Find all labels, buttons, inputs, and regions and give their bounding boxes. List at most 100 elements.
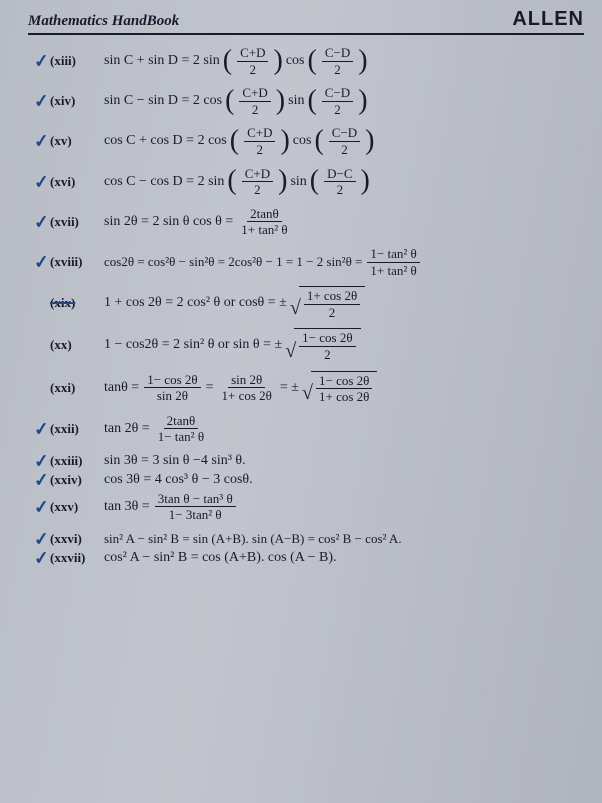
denominator: 2	[331, 102, 344, 118]
numerator: C−D	[322, 45, 353, 62]
formula-xxii: ✓(xxii) tan 2θ = 2tanθ1− tan² θ	[50, 413, 584, 445]
header: Mathematics HandBook ALLEN	[28, 8, 584, 35]
numerator: 1− tan² θ	[367, 246, 419, 263]
roman-text: (xv)	[50, 133, 72, 148]
expression: tan 2θ = 2tanθ1− tan² θ	[104, 413, 209, 445]
roman-text: (xxii)	[50, 421, 79, 436]
roman-text: (xiv)	[50, 93, 75, 108]
sqrt-body: 1− cos 2θ2	[294, 328, 360, 362]
paren-icon: (	[227, 170, 236, 192]
fraction: C−D2	[329, 125, 360, 157]
roman-text: (xxi)	[50, 380, 75, 395]
roman-numeral: ✓(xiii)	[50, 53, 104, 69]
paren-icon: (	[314, 130, 323, 152]
numerator: 1− cos 2θ	[316, 373, 372, 390]
mid-text: sin	[290, 174, 306, 190]
lhs: tanθ =	[104, 380, 139, 396]
formula-xxvi: ✓(xxvi) sin² A − sin² B = sin (A+B). sin…	[50, 531, 584, 547]
formula-xxvii: ✓(xxvii) cos² A − sin² B = cos (A+B). co…	[50, 550, 584, 566]
roman-text: (xxiv)	[50, 472, 82, 487]
roman-numeral: ✓(xxiv)	[50, 472, 104, 488]
expression: sin 2θ = 2 sin θ cos θ = 2tanθ1+ tan² θ	[104, 206, 293, 238]
lhs: 1 − cos2θ = 2 sin² θ or sin θ = ±	[104, 337, 282, 353]
fraction: 1+ cos 2θ2	[304, 288, 360, 320]
paren-icon: )	[278, 170, 287, 192]
roman-numeral: ✓(xxii)	[50, 421, 104, 437]
expression: cos 3θ = 4 cos³ θ − 3 cosθ.	[104, 472, 253, 488]
formula-xv: ✓(xv) cos C + cos D = 2 cos ( C+D2 ) cos…	[50, 125, 584, 157]
sqrt: √1+ cos 2θ2	[290, 286, 365, 320]
equals: =	[206, 380, 214, 396]
roman-numeral: ✓(xv)	[50, 133, 104, 149]
expression: tan 3θ = 3tan θ − tan³ θ1− 3tan² θ	[104, 491, 238, 523]
paren-icon: (	[225, 90, 234, 112]
roman-numeral: ✓(xiv)	[50, 93, 104, 109]
fraction: D−C2	[324, 166, 355, 198]
paren-icon: )	[365, 130, 374, 152]
lhs: sin 2θ = 2 sin θ cos θ =	[104, 214, 233, 230]
fraction: 1− tan² θ1+ tan² θ	[367, 246, 419, 278]
numerator: 1+ cos 2θ	[304, 288, 360, 305]
equals: = ±	[280, 380, 299, 396]
paren-icon: )	[276, 90, 285, 112]
denominator: sin 2θ	[154, 388, 191, 404]
expression: sin² A − sin² B = sin (A+B). sin (A−B) =…	[104, 531, 402, 547]
paren-icon: )	[358, 90, 367, 112]
formula-xviii: ✓(xviii) cos2θ = cos²θ − sin²θ = 2cos²θ …	[50, 246, 584, 278]
lhs: cos C + cos D = 2 cos	[104, 133, 227, 149]
expression: tanθ = 1− cos 2θsin 2θ = sin 2θ1+ cos 2θ…	[104, 371, 377, 405]
paren-icon: )	[361, 170, 370, 192]
sqrt-body: 1+ cos 2θ2	[299, 286, 365, 320]
lhs: 1 + cos 2θ = 2 cos² θ or cosθ = ±	[104, 295, 287, 311]
numerator: C+D	[244, 125, 275, 142]
check-icon: ✓	[33, 211, 50, 233]
expression: cos C + cos D = 2 cos ( C+D2 ) cos ( C−D…	[104, 125, 375, 157]
book-title: Mathematics HandBook	[28, 13, 179, 30]
roman-text: (xvii)	[50, 214, 79, 229]
roman-numeral: (xxi)	[50, 380, 104, 396]
expression: cos2θ = cos²θ − sin²θ = 2cos²θ − 1 = 1 −…	[104, 246, 422, 278]
fraction: 1− cos 2θsin 2θ	[144, 372, 200, 404]
formula-xxiii: ✓(xxiii) sin 3θ = 3 sin θ −4 sin³ θ.	[50, 453, 584, 469]
fraction: C+D2	[244, 125, 275, 157]
lhs: sin C − sin D = 2 cos	[104, 93, 222, 109]
roman-numeral: ✓(xxvii)	[50, 550, 104, 566]
roman-text: (xvi)	[50, 174, 75, 189]
lhs: tan 2θ =	[104, 421, 150, 437]
roman-numeral: (xx)	[50, 337, 104, 353]
fraction: 1− cos 2θ2	[299, 330, 355, 362]
paren-icon: (	[310, 170, 319, 192]
page: Mathematics HandBook ALLEN ✓(xiii) sin C…	[0, 0, 602, 803]
denominator: 2	[249, 102, 262, 118]
formula-xx: (xx) 1 − cos2θ = 2 sin² θ or sin θ = ± √…	[50, 328, 584, 362]
numerator: 2tanθ	[164, 413, 199, 430]
numerator: 1− cos 2θ	[144, 372, 200, 389]
formula-xxv: ✓(xxv) tan 3θ = 3tan θ − tan³ θ1− 3tan² …	[50, 491, 584, 523]
expression: 1 − cos2θ = 2 sin² θ or sin θ = ± √1− co…	[104, 328, 361, 362]
check-icon: ✓	[33, 496, 50, 518]
check-icon: ✓	[33, 50, 50, 72]
fraction: C+D2	[242, 166, 273, 198]
paren-icon: (	[307, 90, 316, 112]
check-icon: ✓	[33, 91, 50, 113]
lhs: tan 3θ =	[104, 499, 150, 515]
roman-numeral: (xix)	[50, 295, 104, 311]
roman-text: (xix)	[50, 295, 75, 310]
numerator: C+D	[242, 166, 273, 183]
fraction: 2tanθ1+ tan² θ	[238, 206, 290, 238]
expression: 1 + cos 2θ = 2 cos² θ or cosθ = ± √1+ co…	[104, 286, 365, 320]
check-icon: ✓	[33, 251, 50, 273]
lhs: cos2θ = cos²θ − sin²θ = 2cos²θ − 1 = 1 −…	[104, 254, 362, 270]
roman-text: (xiii)	[50, 53, 76, 68]
expression: sin 3θ = 3 sin θ −4 sin³ θ.	[104, 453, 246, 469]
numerator: C−D	[322, 85, 353, 102]
mid-text: cos	[286, 53, 305, 69]
fraction: 3tan θ − tan³ θ1− 3tan² θ	[155, 491, 236, 523]
roman-text: (xxiii)	[50, 453, 83, 468]
roman-numeral: ✓(xxv)	[50, 499, 104, 515]
denominator: 2	[247, 62, 260, 78]
fraction: 1− cos 2θ1+ cos 2θ	[316, 373, 372, 405]
denominator: 2	[251, 182, 264, 198]
sqrt-body: 1− cos 2θ1+ cos 2θ	[311, 371, 377, 405]
denominator: 2	[321, 347, 334, 363]
